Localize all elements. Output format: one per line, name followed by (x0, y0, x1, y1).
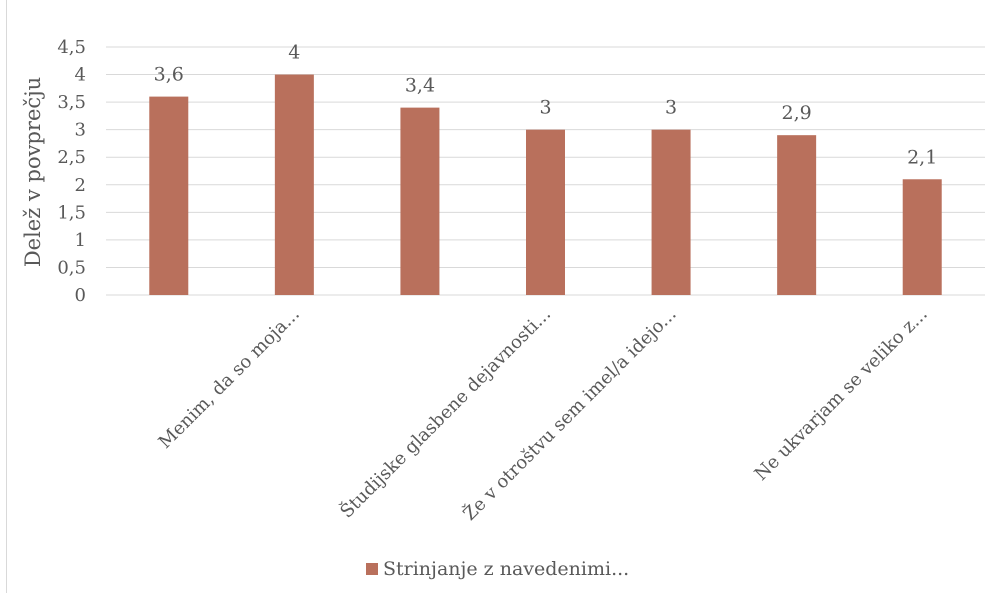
category-label: Ne ukvarjam se veliko z... (751, 304, 932, 485)
bar (902, 179, 942, 295)
bars (149, 74, 942, 295)
data-label: 3,6 (154, 64, 184, 86)
data-label: 3 (539, 97, 551, 119)
bar (526, 129, 565, 295)
category-label: Že v otroštvu sem imel/a idejo... (458, 302, 681, 525)
data-label: 4 (288, 42, 300, 64)
y-tick-label: 1 (75, 230, 86, 251)
category-label: Menim, da so moja... (155, 304, 304, 453)
y-tick-label: 2,5 (57, 147, 86, 168)
gridlines (106, 46, 985, 296)
y-tick-label: 1,5 (57, 202, 86, 223)
category-labels: Menim, da so moja... Študijske glasbene d… (155, 302, 932, 525)
data-label: 3 (665, 97, 677, 119)
category-label: Študijske glasbene dejavnosti... (335, 302, 555, 522)
legend-label: Strinjanje z navedenimi... (383, 558, 629, 580)
bar (274, 74, 314, 295)
bar (149, 96, 189, 295)
y-tick-label: 3,5 (57, 92, 86, 113)
y-tick-label: 4 (75, 65, 86, 86)
y-tick-label: 4,5 (57, 37, 86, 58)
legend: Strinjanje z navedenimi... (366, 558, 629, 580)
y-tick-label: 0 (75, 285, 86, 306)
bar (400, 107, 440, 295)
data-label: 2,1 (907, 146, 937, 168)
y-tick-label: 2 (75, 175, 86, 196)
bar (777, 135, 817, 295)
y-tick-label: 3 (75, 120, 86, 141)
data-label: 3,4 (405, 75, 435, 97)
legend-swatch (366, 563, 378, 575)
y-tick-labels: 0 0,5 1 1,5 2 2,5 3 3,5 4 4,5 (57, 37, 86, 306)
data-labels: 3,6 4 3,4 3 3 2,9 2,1 (154, 42, 938, 169)
y-tick-label: 0,5 (57, 257, 86, 278)
y-axis-label: Delež v povprečju (21, 77, 45, 267)
bar (651, 129, 691, 295)
chart-frame (6, 0, 989, 593)
data-label: 2,9 (782, 102, 812, 124)
